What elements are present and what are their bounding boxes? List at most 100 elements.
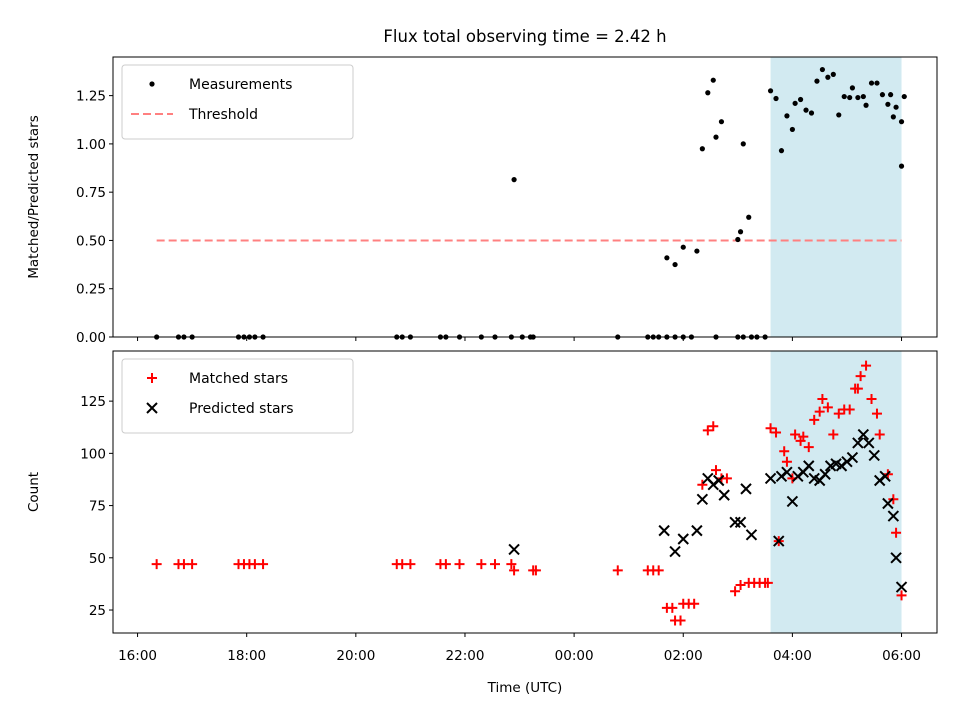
- legend-label: Threshold: [188, 107, 258, 123]
- data-point: [713, 134, 719, 140]
- data-point: [773, 95, 779, 102]
- chart-panels: 0.00 0.25 0.50 0.75 1.00 1.25 Matched/Predicte…: [26, 56, 938, 664]
- data-point: [740, 141, 746, 147]
- legend-swatch: [147, 373, 157, 383]
- data-point: [781, 466, 793, 478]
- y-tick-label: 50: [89, 551, 106, 567]
- data-point: [708, 421, 719, 432]
- x-axis-label: Time (UTC): [487, 680, 563, 696]
- data-point: [612, 565, 623, 576]
- data-point: [868, 80, 875, 86]
- data-point: [511, 177, 517, 183]
- data-point: [819, 468, 831, 480]
- data-point: [476, 559, 487, 570]
- data-point: [797, 96, 804, 103]
- data-point: [817, 394, 828, 405]
- data-point: [677, 533, 689, 545]
- data-point: [764, 472, 777, 485]
- legend-label: Measurements: [189, 77, 292, 93]
- data-point: [530, 565, 541, 576]
- data-point: [844, 404, 855, 415]
- data-point: [735, 579, 746, 590]
- data-point: [847, 94, 853, 101]
- x-tick-label: 22:00: [446, 648, 485, 664]
- y-tick-label: 0.50: [76, 233, 106, 249]
- data-point: [822, 402, 833, 413]
- data-point: [710, 465, 721, 476]
- data-point: [888, 92, 894, 98]
- legend-label: Predicted stars: [189, 401, 294, 417]
- legend-label: Matched stars: [189, 371, 288, 387]
- x-tick-label: 04:00: [773, 648, 812, 664]
- data-point: [866, 394, 877, 405]
- data-point: [187, 559, 198, 570]
- data-point: [762, 577, 773, 588]
- panel-ratio: 0.00 0.25 0.50 0.75 1.00 1.25 Matched/Predicte…: [26, 56, 938, 346]
- data-point: [855, 371, 866, 382]
- y-tick-label: 1.00: [76, 137, 106, 153]
- data-point: [734, 516, 747, 528]
- data-point: [833, 408, 844, 419]
- data-point: [879, 92, 886, 98]
- data-point: [792, 100, 798, 106]
- data-point: [784, 113, 790, 119]
- x-tick-label: 18:00: [227, 648, 266, 664]
- data-point: [891, 527, 902, 538]
- data-point: [258, 559, 269, 570]
- data-point: [790, 429, 801, 440]
- y-tick-label: 0.00: [76, 330, 106, 346]
- data-point: [509, 565, 520, 576]
- data-point: [898, 119, 905, 125]
- data-point: [808, 110, 815, 116]
- data-point: [669, 545, 681, 558]
- data-point: [828, 429, 839, 440]
- data-point: [440, 559, 451, 570]
- y-tick-label: 25: [89, 603, 106, 619]
- data-point: [895, 581, 908, 593]
- data-point: [675, 615, 686, 626]
- data-point: [825, 74, 831, 80]
- data-point: [746, 214, 752, 220]
- data-point: [846, 451, 859, 464]
- data-point: [489, 559, 500, 570]
- axes-frame: [112, 350, 938, 634]
- y-tick-label: 0.75: [76, 185, 106, 201]
- data-point: [729, 516, 741, 528]
- data-point: [803, 107, 809, 113]
- data-point: [882, 497, 894, 510]
- data-point: [696, 493, 709, 506]
- x-tick-label: 00:00: [555, 648, 594, 664]
- data-point: [890, 552, 902, 564]
- data-point: [871, 408, 882, 419]
- data-point: [694, 248, 700, 254]
- legend-swatch: [149, 81, 155, 87]
- data-point: [767, 88, 774, 94]
- data-point: [672, 261, 678, 268]
- data-point: [689, 598, 700, 609]
- data-point: [803, 442, 814, 453]
- data-point: [874, 429, 885, 440]
- data-point: [151, 559, 162, 570]
- data-point: [809, 414, 820, 425]
- axes-frame: [112, 56, 938, 338]
- legend-box: [121, 358, 354, 434]
- data-point: [814, 78, 820, 84]
- data-point: [667, 602, 678, 613]
- legend-swatch: [146, 402, 158, 414]
- data-point: [653, 565, 664, 576]
- data-point: [508, 543, 520, 556]
- data-point: [893, 104, 899, 110]
- y-tick-label: 1.25: [76, 89, 106, 105]
- data-point: [730, 586, 741, 597]
- data-point: [454, 559, 465, 570]
- data-point: [885, 101, 891, 107]
- data-point: [789, 126, 795, 133]
- y-axis-label: Matched/Predicted stars: [26, 115, 42, 278]
- data-point: [718, 489, 730, 501]
- data-point: [740, 483, 752, 495]
- data-point: [773, 535, 785, 547]
- data-point: [680, 244, 686, 250]
- panel-counts: 16:00 18:00 20:00 22:00 00:00 02:00 04:00 06:00…: [26, 350, 938, 664]
- data-point: [713, 474, 725, 487]
